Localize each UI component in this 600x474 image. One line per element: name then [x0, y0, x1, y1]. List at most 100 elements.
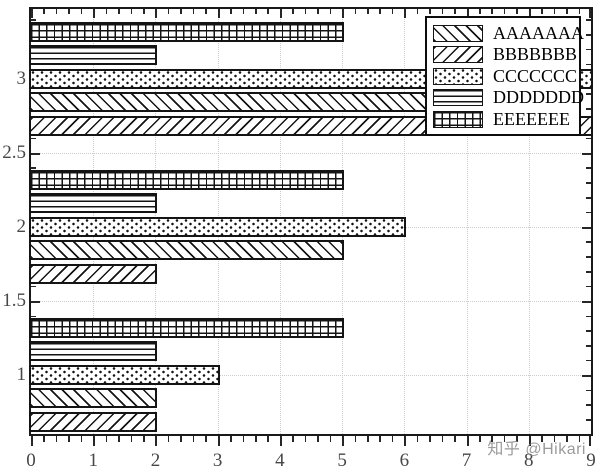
legend-label: EEEEEEE	[493, 108, 570, 129]
x-minor-tick-bottom	[80, 436, 83, 442]
x-minor-tick-top	[491, 9, 493, 14]
x-tick-label-9: 9	[586, 450, 596, 471]
legend-label: AAAAAAA	[493, 22, 584, 43]
y-major-tick-right	[582, 226, 591, 229]
x-minor-tick-top	[255, 9, 257, 14]
legend-item-DDDDDDD: DDDDDDD	[433, 88, 584, 107]
x-major-tick-bottom	[31, 436, 33, 446]
gridline-y-1	[31, 374, 591, 376]
x-major-tick-top	[404, 9, 407, 18]
legend-item-CCCCCCC: CCCCCCC	[433, 67, 577, 86]
x-minor-tick-bottom	[479, 436, 481, 442]
x-minor-tick-top	[329, 9, 332, 14]
y-minor-tick-right	[586, 137, 591, 140]
x-minor-tick-bottom	[578, 436, 581, 442]
gridline-y-2.5	[31, 152, 591, 154]
y-major-tick-left	[31, 152, 40, 155]
y-minor-tick-right	[586, 93, 591, 95]
y-minor-tick-right	[586, 389, 591, 392]
x-minor-tick-bottom	[391, 436, 394, 442]
x-minor-tick-bottom	[255, 436, 257, 442]
x-minor-tick-bottom	[143, 436, 145, 442]
x-major-tick-bottom	[279, 436, 282, 446]
x-major-tick-bottom	[404, 436, 407, 446]
x-major-tick-top	[155, 9, 158, 18]
x-minor-tick-top	[167, 9, 170, 14]
y-minor-tick-right	[586, 108, 591, 110]
bar-DDDDDDD-group2	[29, 193, 158, 214]
y-minor-tick-right	[586, 182, 591, 184]
y-tick-label-2: 2	[16, 215, 27, 237]
x-minor-tick-bottom	[230, 436, 232, 442]
x-tick-label-7: 7	[461, 450, 472, 471]
y-tick-label-1.5: 1.5	[2, 289, 26, 311]
y-minor-tick-left	[31, 167, 36, 169]
y-minor-tick-right	[586, 34, 591, 36]
x-minor-tick-top	[130, 9, 133, 14]
x-minor-tick-top	[454, 9, 456, 14]
x-major-tick-bottom	[589, 436, 591, 446]
bar-AAAAAAA-group1	[29, 388, 158, 409]
y-minor-tick-left	[31, 315, 36, 318]
x-tick-label-3: 3	[212, 450, 223, 471]
x-major-tick-top	[342, 9, 345, 18]
y-minor-tick-right	[586, 63, 591, 66]
y-minor-tick-right	[586, 197, 591, 199]
x-minor-tick-top	[180, 9, 182, 14]
x-minor-tick-bottom	[379, 436, 381, 442]
x-minor-tick-top	[292, 9, 294, 14]
bar-CCCCCCC-group2	[29, 216, 407, 237]
gridline-y-1.5	[31, 300, 591, 302]
slash-diagonal-swatch-icon	[433, 46, 483, 63]
x-minor-tick-bottom	[317, 436, 319, 442]
x-minor-tick-bottom	[267, 436, 269, 442]
x-major-tick-bottom	[93, 436, 96, 446]
x-minor-tick-top	[192, 9, 195, 14]
x-major-tick-top	[217, 9, 220, 18]
bar-DDDDDDD-group1	[29, 341, 158, 362]
x-major-tick-bottom	[466, 436, 469, 446]
grid-crosshatch-swatch-icon	[433, 110, 483, 128]
y-major-tick-right	[582, 152, 591, 155]
legend-label: DDDDDDD	[493, 87, 584, 107]
y-minor-tick-right	[586, 315, 591, 318]
y-tick-label-2.5: 2.5	[2, 141, 26, 163]
bar-EEEEEEE-group2	[29, 169, 345, 190]
legend-item-AAAAAAA: AAAAAAA	[433, 24, 584, 43]
x-minor-tick-bottom	[354, 436, 357, 442]
x-tick-label-1: 1	[88, 450, 98, 471]
bar-BBBBBBB-group2	[29, 263, 158, 284]
x-minor-tick-top	[304, 9, 307, 14]
x-minor-tick-bottom	[192, 436, 195, 442]
x-minor-tick-bottom	[367, 436, 369, 442]
x-minor-tick-bottom	[43, 436, 45, 442]
x-minor-tick-bottom	[541, 436, 543, 442]
x-minor-tick-bottom	[304, 436, 307, 442]
bar-AAAAAAA-group3	[29, 92, 531, 113]
x-minor-tick-top	[578, 9, 581, 14]
x-minor-tick-bottom	[68, 436, 70, 442]
x-minor-tick-bottom	[167, 436, 170, 442]
x-minor-tick-bottom	[416, 436, 419, 442]
x-minor-tick-top	[105, 9, 108, 14]
x-tick-label-5: 5	[337, 450, 347, 471]
legend-item-EEEEEEE: EEEEEEE	[433, 110, 575, 129]
y-minor-tick-right	[586, 167, 591, 169]
x-minor-tick-top	[416, 9, 419, 14]
x-major-tick-bottom	[528, 436, 531, 446]
x-minor-tick-bottom	[292, 436, 294, 442]
x-minor-tick-top	[479, 9, 481, 14]
x-minor-tick-bottom	[441, 436, 444, 442]
bar-EEEEEEE-group1	[29, 317, 345, 338]
watermark: 知乎 @Hikari	[487, 441, 586, 458]
x-minor-tick-top	[205, 9, 207, 14]
legend: AAAAAAA BBBBBBB CCCCCCC DDDDDDD EEEEEEE	[425, 16, 584, 136]
x-minor-tick-top	[317, 9, 319, 14]
gridline-x-7	[466, 9, 468, 434]
horizontal-lines-swatch-icon	[433, 89, 483, 106]
x-minor-tick-bottom	[429, 436, 431, 442]
gridline-x-8	[528, 9, 530, 434]
x-minor-tick-bottom	[454, 436, 456, 442]
y-minor-tick-right	[586, 330, 591, 332]
x-minor-tick-top	[367, 9, 369, 14]
